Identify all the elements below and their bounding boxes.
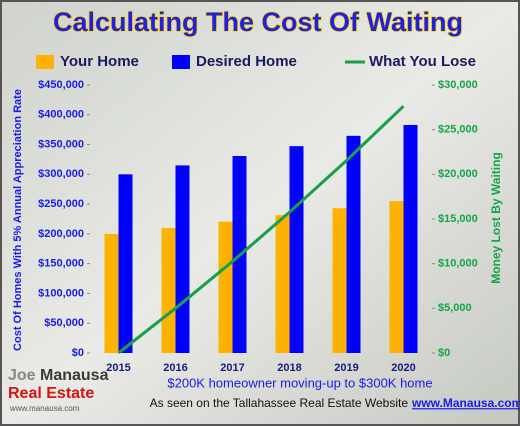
bar [346, 135, 361, 353]
annotation: $200K homeowner moving-up to $300K home [167, 375, 432, 390]
annotation: www.Manausa.com [411, 396, 520, 410]
y-tick-label: $350,000 [38, 138, 84, 150]
line [117, 105, 405, 355]
y-tick-label: $150,000 [38, 258, 84, 270]
bar [289, 146, 304, 353]
x-tick-label: 2017 [220, 362, 244, 374]
y-tick-label: $50,000 [44, 317, 84, 329]
y2-tick-label: $0 [438, 347, 450, 359]
bar [389, 200, 404, 353]
y-tick-label: $300,000 [38, 168, 84, 180]
y-tick-label: $100,000 [38, 287, 84, 299]
legend-swatch [172, 55, 190, 69]
logo-text: Real Estate [8, 385, 94, 402]
logo-text: Manausa [40, 367, 109, 384]
bar [175, 165, 190, 353]
y-axis-label: Cost Of Homes With 5% Annual Appreciatio… [12, 89, 24, 351]
logo-text: Joe [8, 367, 36, 384]
y2-axis-label: Money Lost By Waiting [489, 152, 503, 284]
x-tick-label: 2020 [391, 362, 415, 374]
bar [403, 124, 418, 353]
x-tick-label: 2016 [163, 362, 187, 374]
bar [104, 233, 119, 353]
bar [332, 208, 347, 353]
legend-swatch [36, 55, 54, 69]
x-tick-label: 2018 [277, 362, 301, 374]
bar [118, 174, 133, 353]
y-tick-label: $250,000 [38, 198, 84, 210]
legend-label: Your Home [60, 53, 139, 70]
chart-title: Calculating The Cost Of Waiting [53, 7, 463, 37]
legend-label: What You Lose [369, 53, 476, 70]
y-tick-label: $450,000 [38, 79, 84, 91]
bar [218, 221, 233, 353]
y2-tick-label: $15,000 [438, 213, 478, 225]
y2-tick-label: $10,000 [438, 258, 478, 270]
legend-label: Desired Home [196, 53, 297, 70]
annotation: As seen on the Tallahassee Real Estate W… [150, 396, 409, 410]
x-tick-label: 2019 [334, 362, 358, 374]
x-tick-label: 2015 [106, 362, 130, 374]
bar [275, 215, 290, 353]
y2-tick-label: $20,000 [438, 168, 478, 180]
y-tick-label: $400,000 [38, 109, 84, 121]
y-tick-label: $0 [72, 347, 84, 359]
logo-text: www.manausa.com [9, 404, 80, 413]
y2-tick-label: $30,000 [438, 79, 478, 91]
bar [161, 227, 176, 353]
y2-tick-label: $25,000 [438, 124, 478, 136]
y2-tick-label: $5,000 [438, 302, 472, 314]
y-tick-label: $200,000 [38, 228, 84, 240]
